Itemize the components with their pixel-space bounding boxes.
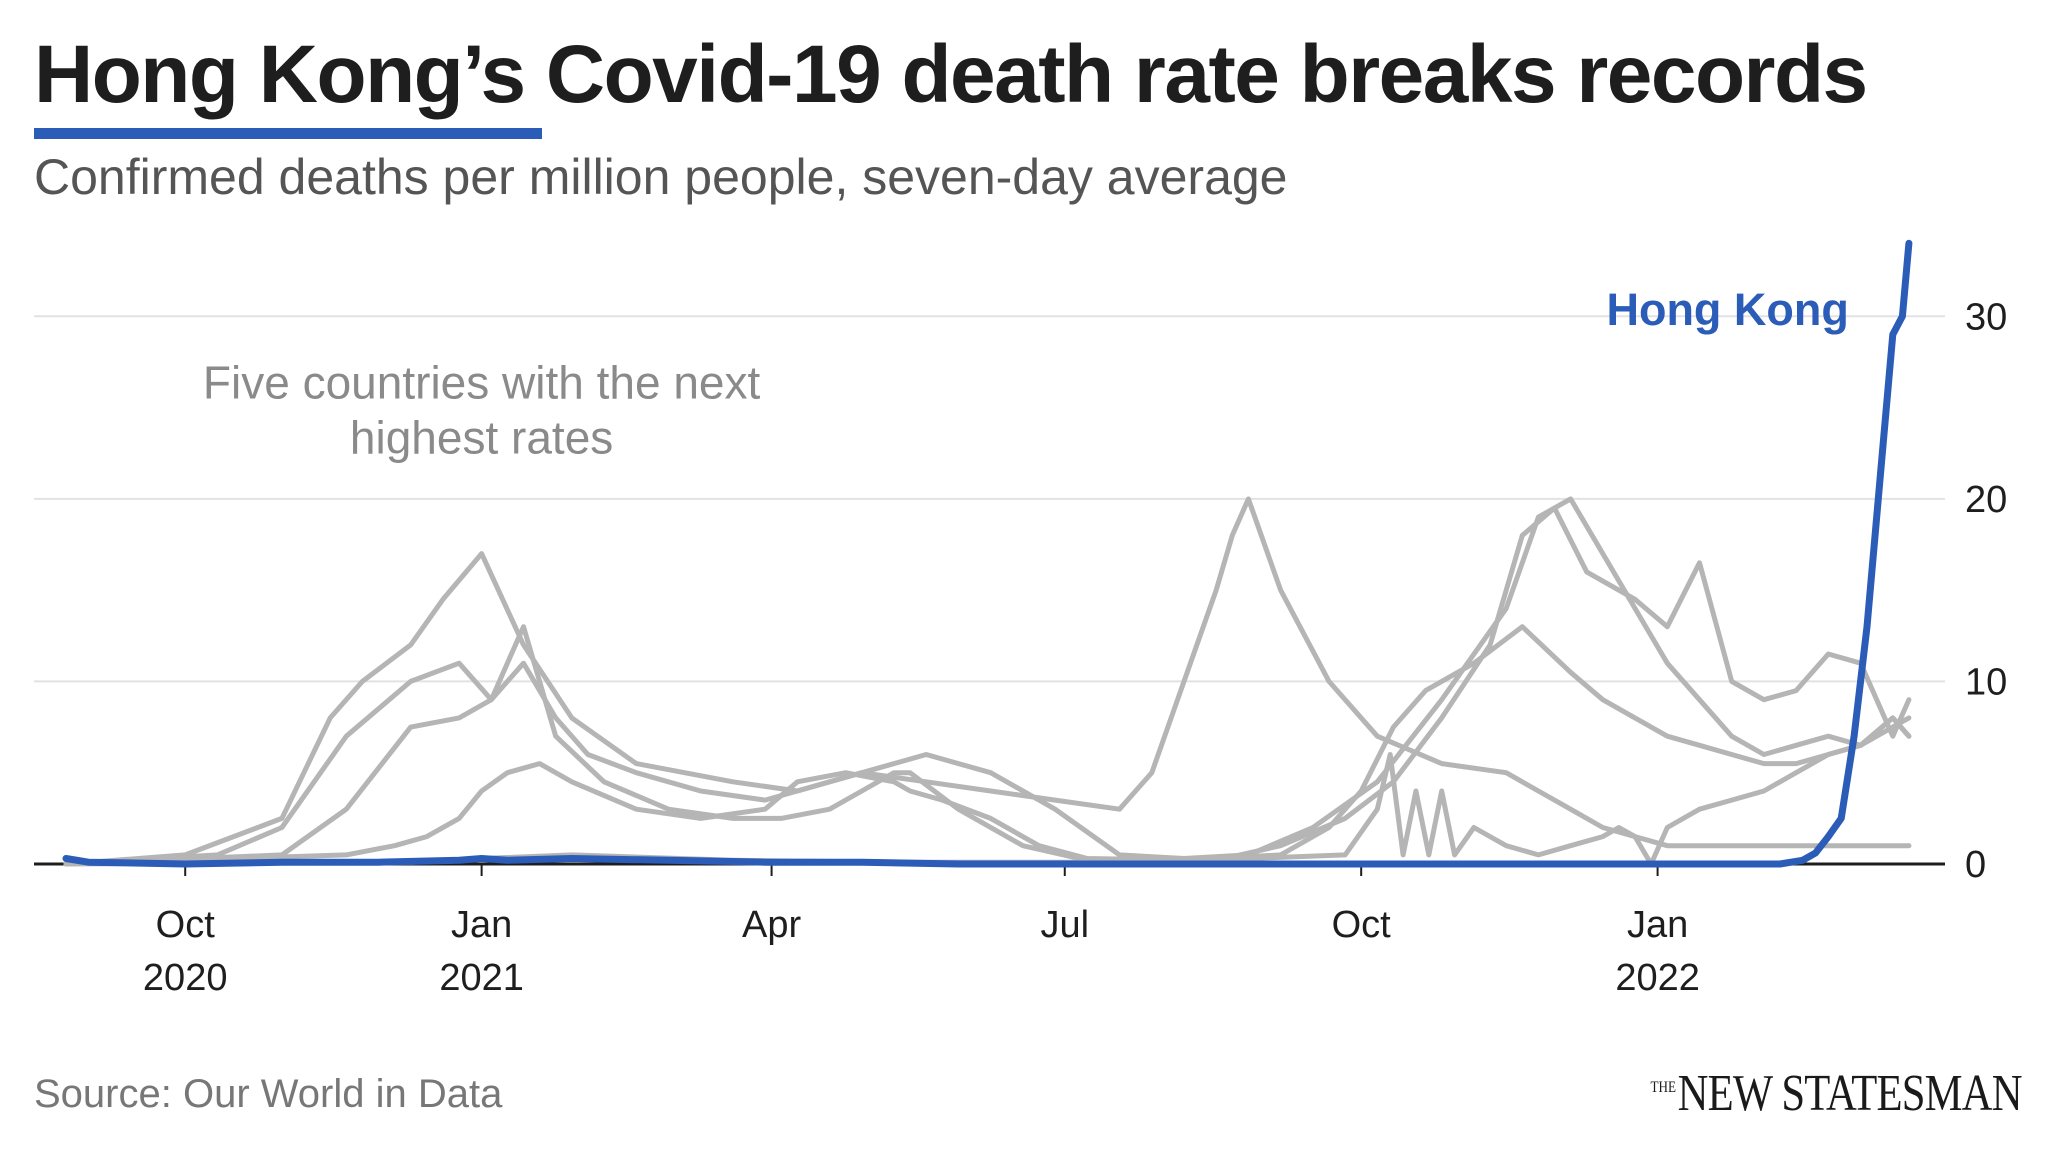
- chart-annotation: Five countries with the next highest rat…: [203, 356, 761, 463]
- publisher-logo: THENEW STATESMAN: [1650, 1064, 2023, 1123]
- series-line-country-d: [63, 624, 1912, 867]
- hong-kong-label: Hong Kong: [1606, 284, 1848, 335]
- x-tick-label-month: Jul: [1040, 904, 1089, 946]
- series-line-hong-kong: [62, 239, 1913, 868]
- x-tick-label-month: Oct: [156, 904, 216, 946]
- x-tick-label-year: 2021: [439, 957, 524, 999]
- x-tick-label-month: Oct: [1332, 904, 1392, 946]
- y-tick-label-30: 30: [1965, 296, 2007, 338]
- page-title: Hong Kong’s Covid-19 death rate breaks r…: [34, 29, 1868, 120]
- y-tick-label-10: 10: [1965, 661, 2007, 703]
- annotation-line-1: Five countries with the next: [203, 356, 761, 408]
- x-tick-label-month: Apr: [742, 904, 801, 946]
- title-underline-accent: [34, 128, 542, 139]
- y-axis-tick-labels: 0 10 20 30: [1965, 296, 2007, 886]
- x-tick-label-month: Jan: [1627, 904, 1688, 946]
- chart-subtitle: Confirmed deaths per million people, sev…: [34, 149, 1288, 205]
- x-tick-label-month: Jan: [451, 904, 512, 946]
- y-tick-label-20: 20: [1965, 479, 2007, 521]
- logo-name: NEW STATESMAN: [1677, 1065, 2023, 1122]
- annotation-line-2: highest rates: [350, 411, 613, 463]
- y-tick-label-0: 0: [1965, 844, 1986, 886]
- logo-the: THE: [1650, 1078, 1677, 1096]
- x-tick-label-year: 2020: [143, 957, 228, 999]
- source-note: Source: Our World in Data: [34, 1072, 503, 1116]
- series-line-country-c: [63, 505, 1912, 867]
- x-axis-tick-labels: Oct 2020 Jan 2021 Apr Jul Oct Jan 2022: [143, 864, 1700, 999]
- x-tick-label-year: 2022: [1615, 957, 1700, 999]
- series-line-country-a: [63, 496, 1912, 867]
- hong-kong-series: [62, 239, 1913, 868]
